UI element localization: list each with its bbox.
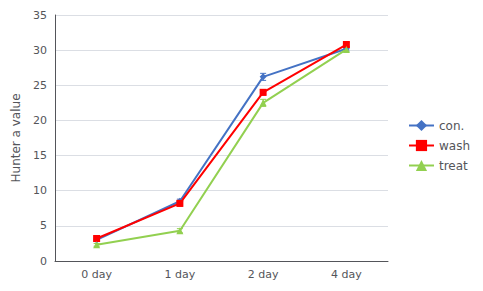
svg-text:1 day: 1 day <box>165 268 196 281</box>
svg-text:0 day: 0 day <box>81 268 112 281</box>
svg-text:wash: wash <box>439 139 470 153</box>
svg-text:25: 25 <box>33 79 47 92</box>
svg-text:20: 20 <box>33 114 47 127</box>
svg-text:15: 15 <box>33 149 47 162</box>
svg-text:con.: con. <box>439 119 464 133</box>
svg-text:5: 5 <box>40 219 47 232</box>
svg-text:2 day: 2 day <box>248 268 279 281</box>
svg-text:10: 10 <box>33 184 47 197</box>
svg-text:30: 30 <box>33 44 47 57</box>
svg-text:4 day: 4 day <box>331 268 362 281</box>
svg-text:treat: treat <box>439 159 468 173</box>
svg-text:35: 35 <box>33 9 47 22</box>
svg-text:Hunter a value: Hunter a value <box>9 93 23 182</box>
svg-text:0: 0 <box>40 255 47 268</box>
